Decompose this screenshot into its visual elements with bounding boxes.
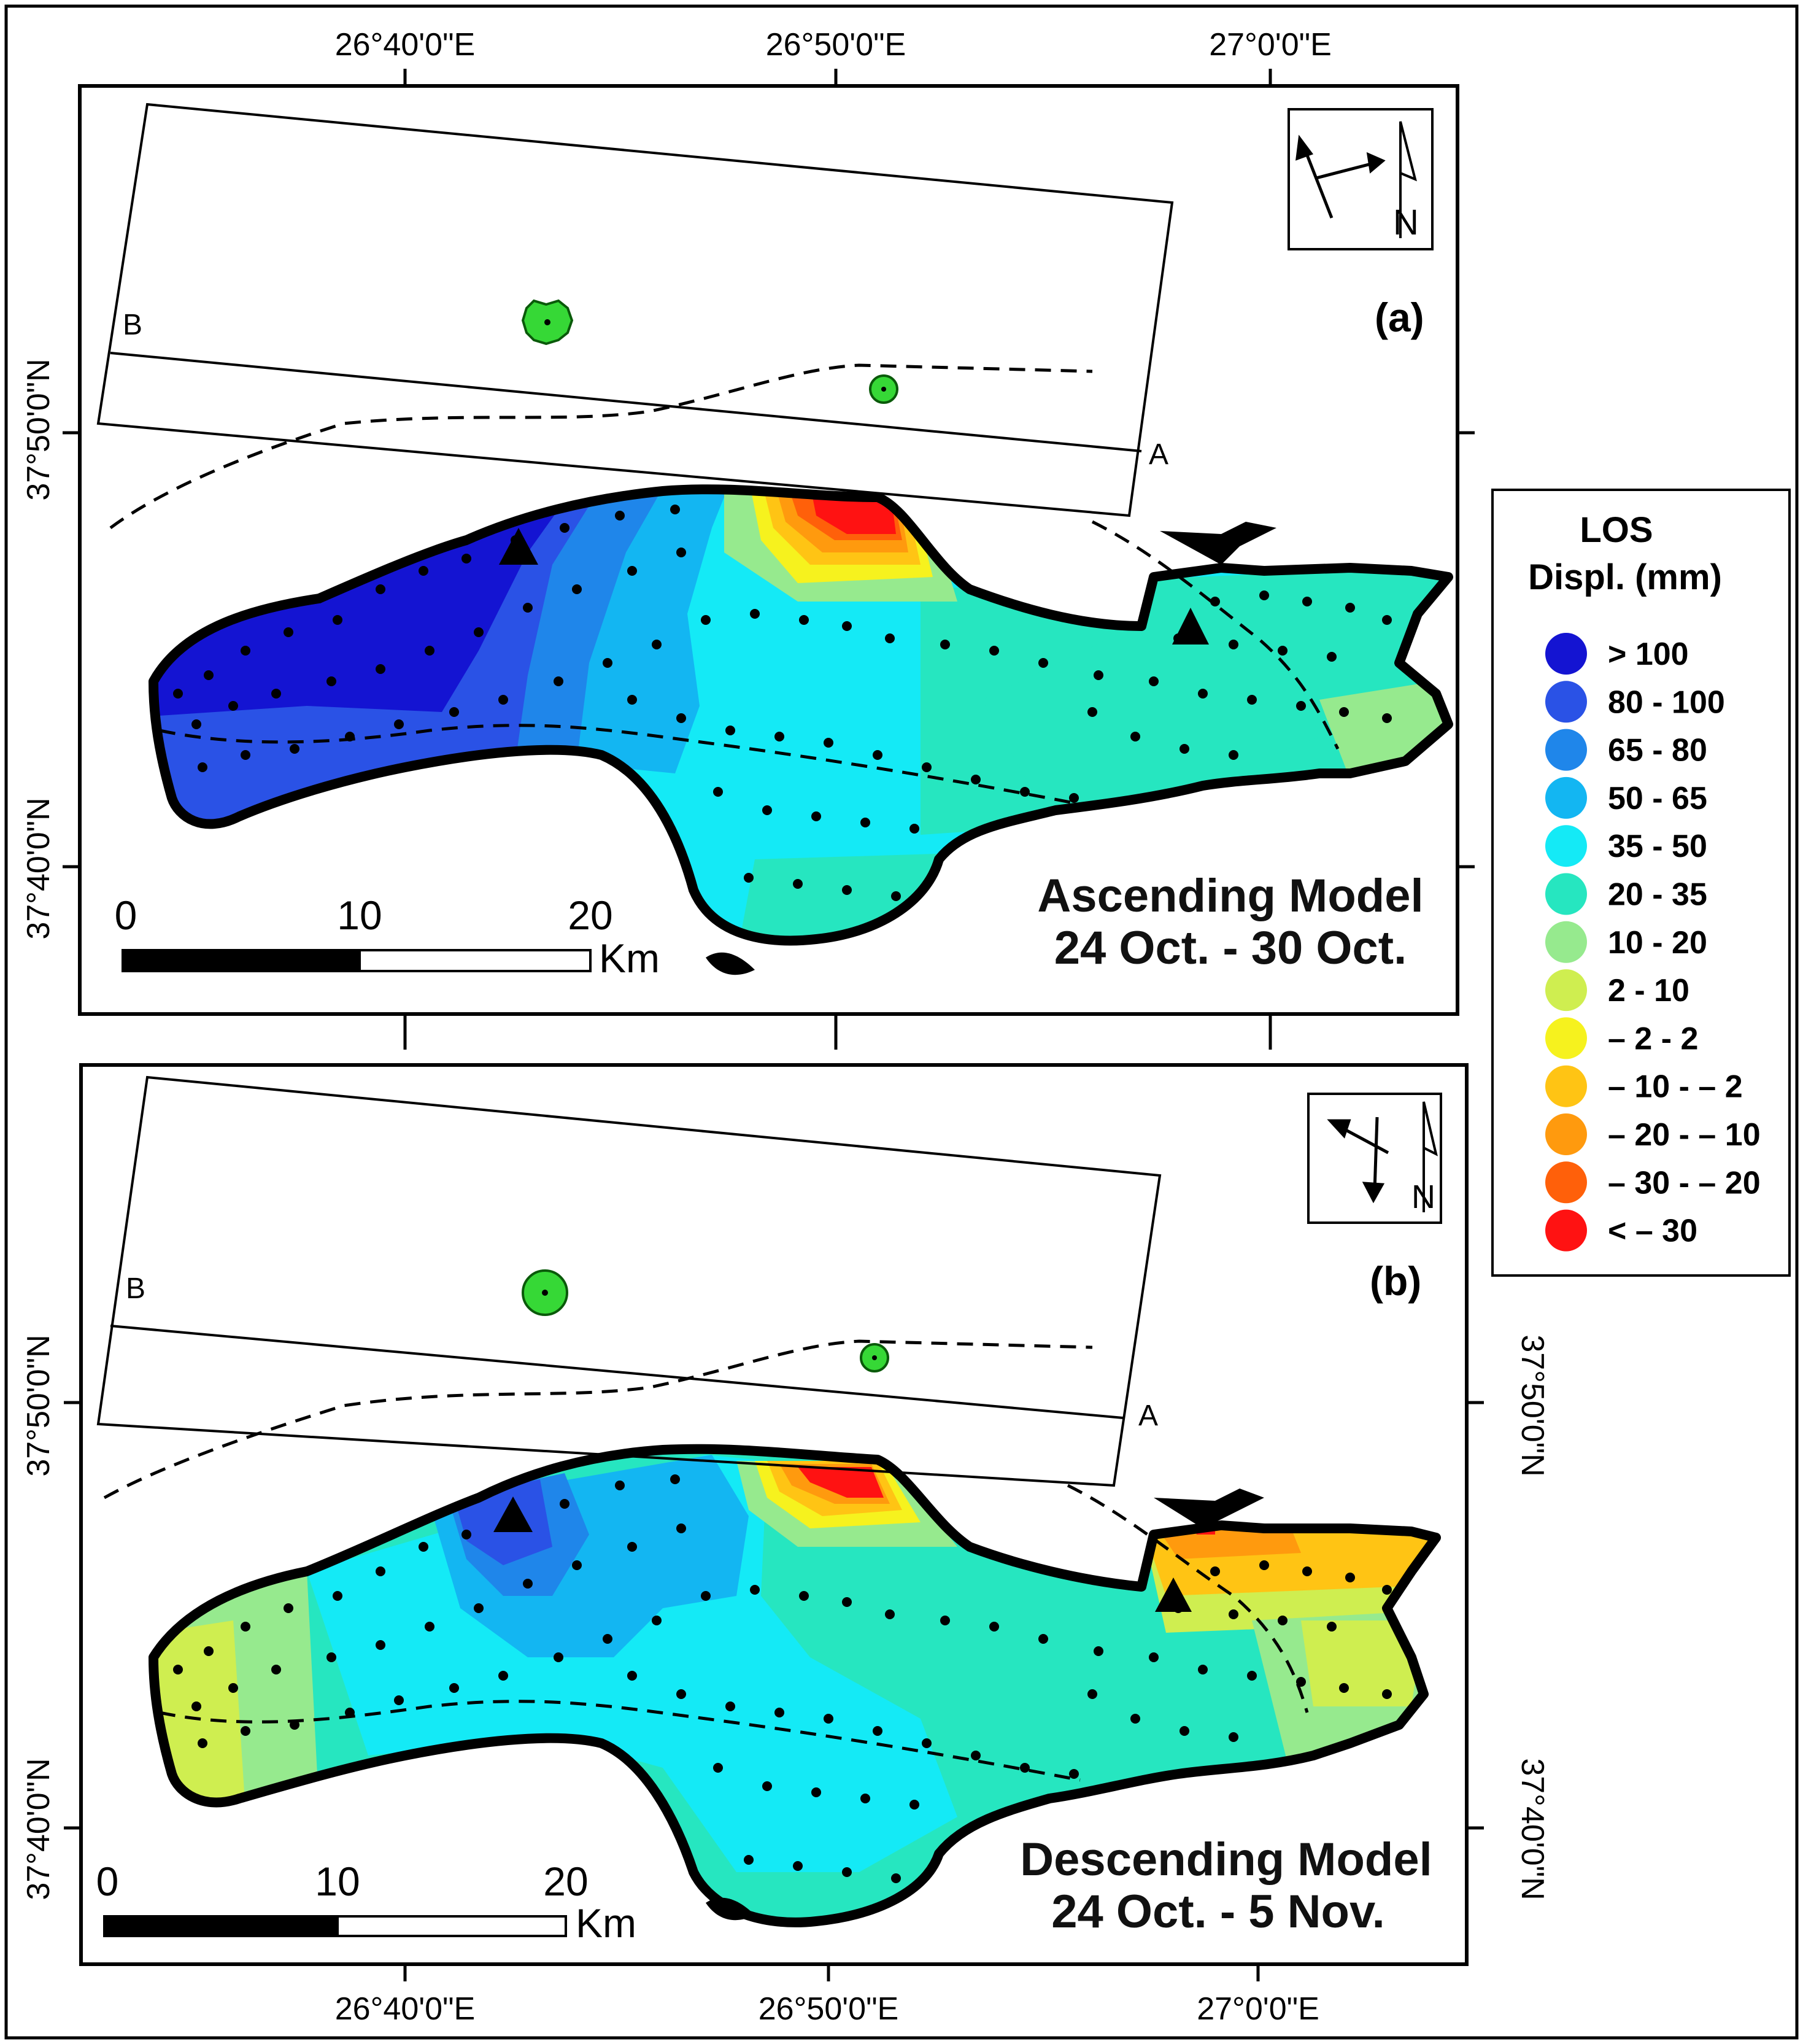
panel-b-epicenters [522,1269,889,1372]
panel-b-scale-unit: Km [576,1900,636,1946]
panel-a-ticks [63,69,1475,1050]
panel-b-triangle-east [1155,1578,1192,1612]
panel-a-triangle-west [499,528,538,565]
legend-swatch-7 [1545,969,1587,1012]
legend-swatch-2 [1545,729,1587,771]
legend-title-los: LOS [1580,510,1653,550]
latitude-label-37-40-a: 37°40'0"N [21,797,56,939]
longitude-label-26-40: 26°40'0"E [335,27,475,63]
legend-label-8: – 2 - 2 [1608,1021,1698,1056]
panel-a-model-dates: 24 Oct. - 30 Oct. [1054,922,1407,974]
panel-a-islet [706,952,755,975]
panel-a-model-title: Ascending Model [1037,870,1423,922]
legend-swatch-3 [1545,776,1587,819]
panel-b-profile-box [96,1075,1162,1487]
panel-b-scale-tick-10: 10 [315,1859,360,1904]
legend-label-1: 80 - 100 [1608,684,1725,720]
latitude-labels: 37°50'0"N 37°40'0"N 37°50'0"N 37°40'0"N … [21,358,1550,1900]
panel-b-scale-tick-20: 20 [543,1859,588,1904]
legend-label-11: – 30 - – 20 [1608,1165,1761,1201]
legend-title-units: Displ. (mm) [1528,557,1722,597]
panel-a-scale-bar: 0 10 20 Km [115,892,660,981]
panel-a-profile-box [96,103,1174,517]
longitude-label-26-40-bottom: 26°40'0"E [335,1991,475,2027]
latitude-label-37-50-a: 37°50'0"N [21,358,56,500]
panel-b-profile-end-label: A [1138,1399,1158,1432]
panel-a-profile-start-label: B [123,309,142,341]
panel-b-islet [706,1897,755,1921]
latitude-label-37-50-right: 37°50'0"N [1515,1334,1550,1476]
svg-text:N: N [1393,203,1419,242]
panel-a-profile-end-label: A [1149,438,1168,471]
panel-a-scale-unit: Km [599,935,660,981]
panel-b-profile-start-label: B [126,1272,145,1305]
legend-swatch-1 [1545,681,1587,723]
panel-a-fault-lines [109,363,1340,806]
bottom-longitude-labels: 26°40'0"E 26°50'0"E 27°0'0"E [335,1991,1319,2027]
panel-b-ticks [64,1401,1484,1981]
map-panel-descending: B A (b) N 0 10 20 Km Descend [64,1063,1484,1981]
panel-a-northeast-spit [1160,522,1276,565]
legend-swatch-10 [1545,1113,1587,1155]
panel-a-coastline [149,484,1453,946]
latitude-label-37-40-b: 37°40'0"N [21,1758,56,1900]
legend-label-4: 35 - 50 [1608,829,1707,864]
panel-a-scale-tick-20: 20 [568,892,612,938]
los-displacement-legend: LOS Displ. (mm) > 100 80 - 100 65 - 80 50 -… [1491,489,1791,1277]
panel-b-scale-tick-0: 0 [96,1859,119,1904]
satellite-ascending-north-arrow-icon: N [1288,108,1434,250]
panel-b-profile-line [110,1325,1124,1419]
outer-frame [4,4,1799,2040]
satellite-descending-north-arrow-icon: N [1307,1093,1442,1224]
panel-a-scale-tick-10: 10 [337,892,382,938]
map-panel-ascending: B A (a) N 0 10 20 Km [63,69,1475,1050]
panel-a-profile-line [110,352,1142,452]
legend-swatch-6 [1545,921,1587,963]
panel-a-triangle-east [1172,608,1209,645]
legend-label-0: > 100 [1608,637,1689,672]
legend-items: > 100 80 - 100 65 - 80 50 - 65 35 - 50 20 - 3… [1545,633,1761,1252]
legend-frame [1491,489,1791,1277]
longitude-label-26-50-bottom: 26°50'0"E [759,1991,898,2027]
legend-swatch-5 [1545,873,1587,915]
legend-label-3: 50 - 65 [1608,781,1707,816]
panel-b-triangle-west [493,1496,533,1532]
panel-b-northeast-spit [1154,1488,1264,1528]
panel-a-label: (a) [1375,295,1424,340]
panel-b-model-title: Descending Model [1020,1833,1432,1886]
panel-a-epicenters [521,299,898,404]
panel-b-coastline [149,1444,1441,1927]
longitude-label-26-50: 26°50'0"E [766,27,906,63]
legend-label-2: 65 - 80 [1608,733,1707,768]
legend-swatch-8 [1545,1017,1587,1059]
legend-swatch-12 [1545,1209,1587,1252]
panel-b-model-dates: 24 Oct. - 5 Nov. [1051,1886,1384,1938]
panel-b-label: (b) [1370,1258,1421,1304]
legend-swatch-0 [1545,633,1587,675]
legend-swatch-9 [1545,1065,1587,1107]
legend-label-6: 10 - 20 [1608,925,1707,961]
legend-label-10: – 20 - – 10 [1608,1117,1761,1153]
longitude-label-27-00: 27°0'0"E [1209,27,1332,63]
legend-label-7: 2 - 10 [1608,973,1689,1008]
legend-label-12: < – 30 [1608,1214,1697,1249]
longitude-label-27-00-bottom: 27°0'0"E [1197,1991,1319,2027]
svg-text:N: N [1411,1179,1435,1215]
legend-label-5: 20 - 35 [1608,877,1707,913]
panel-a-scale-tick-0: 0 [115,892,137,938]
legend-swatch-4 [1545,825,1587,867]
panel-b-scale-bar: 0 10 20 Km [96,1859,636,1946]
panel-b-fault-lines [103,1339,1309,1782]
legend-label-9: – 10 - – 2 [1608,1069,1743,1105]
legend-swatch-11 [1545,1161,1587,1204]
top-longitude-labels: 26°40'0"E 26°50'0"E 27°0'0"E [335,27,1332,63]
panel-a-gps-stations [173,505,1392,901]
latitude-label-37-40-right: 37°40'0"N [1515,1758,1550,1900]
latitude-label-37-50-b: 37°50'0"N [21,1334,56,1476]
